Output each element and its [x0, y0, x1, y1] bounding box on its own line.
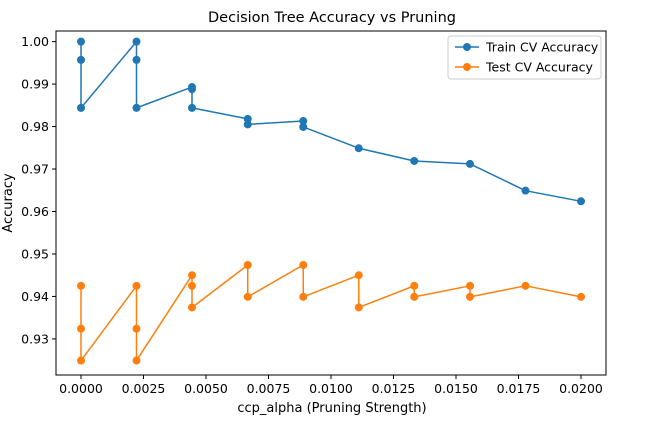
- data-point: [466, 281, 474, 290]
- y-tick-label: 0.98: [21, 119, 49, 134]
- y-tick-label: 0.99: [21, 77, 49, 92]
- data-point: [243, 261, 252, 270]
- data-point: [299, 292, 308, 301]
- data-point: [299, 117, 308, 126]
- data-point: [77, 103, 85, 112]
- x-axis: 0.0000 0.0025 0.0050 0.0075 0.0100 0.0125 0.01…: [59, 375, 603, 396]
- data-point: [299, 122, 308, 131]
- plot-frame: [55, 30, 607, 376]
- x-tick-label: 0.0075: [247, 381, 291, 396]
- data-point: [188, 303, 196, 312]
- x-tick-label: 0.0175: [497, 381, 541, 396]
- chart-title: Decision Tree Accuracy vs Pruning: [208, 10, 456, 26]
- x-tick-label: 0.0025: [122, 381, 166, 396]
- data-point: [188, 281, 196, 290]
- y-axis-title: Accuracy: [1, 173, 16, 233]
- data-point: [188, 271, 196, 280]
- legend-marker: [463, 63, 471, 71]
- data-point: [354, 271, 363, 280]
- data-point: [577, 197, 585, 206]
- data-point: [354, 303, 363, 312]
- y-tick-label: 0.97: [21, 162, 49, 177]
- data-point: [132, 356, 141, 365]
- data-point: [77, 37, 85, 46]
- data-point: [77, 55, 85, 64]
- data-point: [77, 356, 85, 365]
- data-point: [521, 281, 530, 290]
- x-tick-label: 0.0000: [59, 381, 103, 396]
- data-point: [188, 85, 196, 94]
- x-tick-label: 0.0200: [559, 381, 603, 396]
- legend-marker: [463, 43, 471, 51]
- legend-label: Train CV Accuracy: [485, 40, 599, 55]
- y-tick-label: 0.95: [21, 246, 49, 261]
- series-line-1: [80, 40, 582, 203]
- data-point: [132, 324, 141, 333]
- plot-area: [77, 37, 585, 365]
- legend-label: Test CV Accuracy: [485, 60, 594, 75]
- data-point: [132, 55, 141, 64]
- y-tick-label: 0.94: [21, 289, 49, 304]
- data-point: [299, 261, 308, 270]
- y-tick-label: 0.93: [21, 331, 49, 346]
- data-point: [77, 281, 85, 290]
- data-point: [77, 324, 85, 333]
- data-point: [577, 292, 585, 301]
- legend-box: [447, 35, 602, 80]
- data-point: [243, 120, 252, 129]
- data-point: [466, 292, 474, 301]
- data-point: [132, 37, 141, 46]
- legend: Train CV Accuracy Test CV Accuracy: [447, 35, 602, 80]
- y-axis: 0.93 0.94 0.95 0.96 0.97 0.98 0.99 1.00: [21, 34, 56, 346]
- y-tick-label: 0.96: [21, 204, 49, 219]
- x-tick-label: 0.0050: [184, 381, 228, 396]
- data-point: [410, 292, 419, 301]
- data-point: [410, 156, 419, 165]
- x-axis-title: ccp_alpha (Pruning Strength): [237, 401, 426, 416]
- data-point: [354, 144, 363, 153]
- data-point: [132, 281, 141, 290]
- data-point: [132, 103, 141, 112]
- y-tick-label: 1.00: [21, 34, 49, 49]
- data-point: [466, 159, 474, 168]
- data-point: [521, 186, 530, 195]
- data-point: [188, 103, 196, 112]
- x-tick-label: 0.0150: [434, 381, 478, 396]
- data-point: [243, 114, 252, 123]
- x-tick-label: 0.0100: [309, 381, 353, 396]
- data-point: [243, 292, 252, 301]
- data-point: [410, 281, 419, 290]
- x-tick-label: 0.0125: [372, 381, 416, 396]
- series-line-2: [80, 264, 582, 362]
